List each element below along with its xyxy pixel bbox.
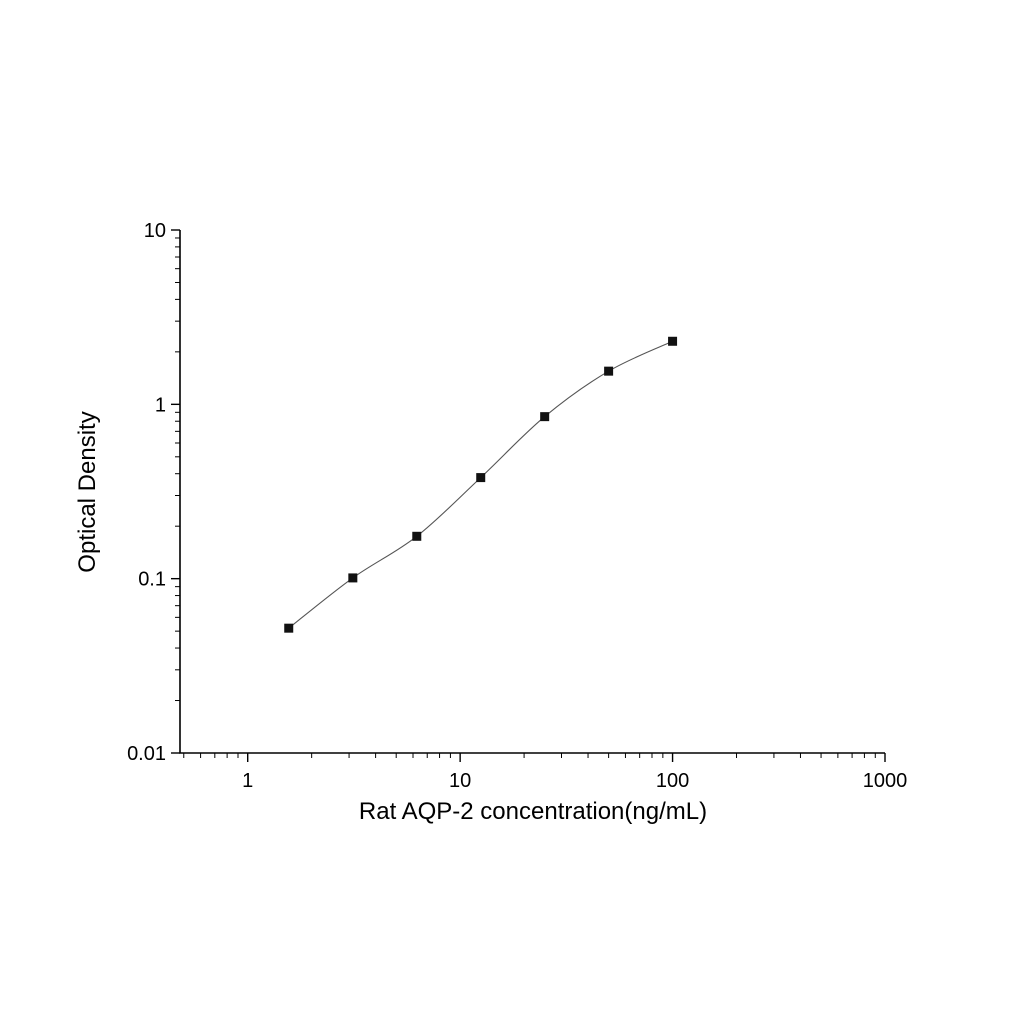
data-point-marker xyxy=(284,623,294,633)
data-point-marker xyxy=(540,412,550,422)
data-point-marker xyxy=(668,336,678,346)
x-tick-label: 100 xyxy=(656,770,689,792)
data-point-marker xyxy=(476,473,486,483)
axes-frame xyxy=(179,230,885,754)
data-point-marker xyxy=(412,531,422,541)
y-tick-label: 0.1 xyxy=(138,569,166,591)
x-tick-label: 10 xyxy=(449,770,471,792)
y-tick-label: 1 xyxy=(155,394,166,416)
data-point-marker xyxy=(604,366,614,376)
y-tick-label: 10 xyxy=(144,220,166,242)
y-axis-title: Optical Density xyxy=(74,411,101,573)
x-tick-label: 1 xyxy=(242,770,253,792)
standard-curve-line xyxy=(288,340,673,629)
x-axis-title: Rat AQP-2 concentration(ng/mL) xyxy=(358,798,708,825)
y-tick-label: 0.01 xyxy=(127,743,166,765)
data-point-marker xyxy=(348,573,358,583)
x-tick-label: 1000 xyxy=(863,770,908,792)
